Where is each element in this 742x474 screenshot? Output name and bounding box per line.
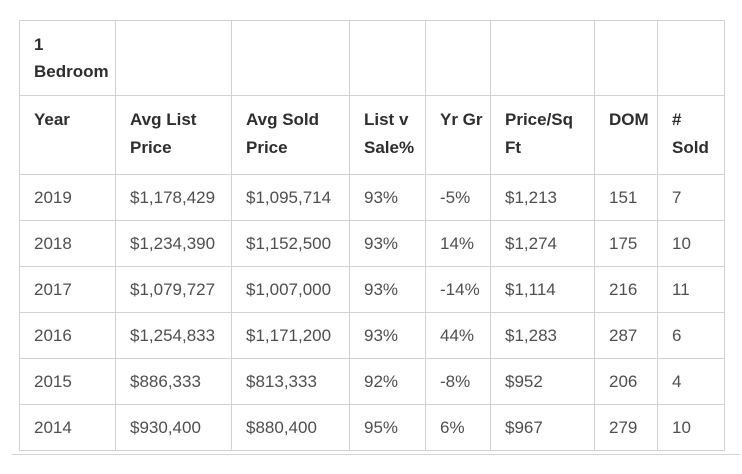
cell-year: 2016 — [19, 312, 116, 360]
cell-list-v-sale: 93% — [349, 312, 426, 360]
cell-price-sq-ft: $1,283 — [490, 312, 595, 360]
cell-price-sq-ft: $967 — [490, 404, 595, 452]
spacer-cell — [594, 19, 658, 97]
cell-dom: 151 — [594, 174, 658, 222]
cell-avg-sold-price: $1,152,500 — [231, 220, 350, 268]
column-header-list-v-sale: List v Sale% — [349, 95, 426, 176]
cell-list-v-sale: 93% — [349, 174, 426, 222]
cell-num-sold: 10 — [657, 220, 725, 268]
cell-dom: 216 — [594, 266, 658, 314]
cell-yr-gr: -14% — [425, 266, 491, 314]
spacer-cell — [490, 19, 595, 97]
table-row-2017: 2017 $1,079,727 $1,007,000 93% -14% $1,1… — [19, 266, 725, 314]
table-title: 1 Bedroom — [19, 19, 116, 97]
cell-yr-gr: -8% — [425, 358, 491, 406]
cell-dom: 175 — [594, 220, 658, 268]
column-header-avg-list-price: Avg List Price — [115, 95, 232, 176]
cell-dom: 206 — [594, 358, 658, 406]
cell-avg-list-price: $886,333 — [115, 358, 232, 406]
column-header-yr-gr: Yr Gr — [425, 95, 491, 176]
cell-yr-gr: -5% — [425, 174, 491, 222]
cell-list-v-sale: 93% — [349, 220, 426, 268]
cell-yr-gr: 44% — [425, 312, 491, 360]
cell-avg-list-price: $1,234,390 — [115, 220, 232, 268]
cell-avg-sold-price: $813,333 — [231, 358, 350, 406]
cell-avg-sold-price: $1,171,200 — [231, 312, 350, 360]
cell-num-sold: 4 — [657, 358, 725, 406]
spacer-cell — [349, 19, 426, 97]
cell-num-sold: 7 — [657, 174, 725, 222]
cell-dom: 287 — [594, 312, 658, 360]
cell-yr-gr: 14% — [425, 220, 491, 268]
cell-year: 2018 — [19, 220, 116, 268]
cell-avg-list-price: $1,254,833 — [115, 312, 232, 360]
cell-avg-sold-price: $1,007,000 — [231, 266, 350, 314]
cell-year: 2015 — [19, 358, 116, 406]
cell-year: 2019 — [19, 174, 116, 222]
cell-num-sold: 11 — [657, 266, 725, 314]
table-header-row: Year Avg List Price Avg Sold Price List … — [19, 95, 725, 176]
bedroom-stats-table: 1 Bedroom Year Avg List Price Avg Sold P… — [19, 19, 725, 452]
table-row-2018: 2018 $1,234,390 $1,152,500 93% 14% $1,27… — [19, 220, 725, 268]
column-header-avg-sold-price: Avg Sold Price — [231, 95, 350, 176]
cell-price-sq-ft: $952 — [490, 358, 595, 406]
cell-list-v-sale: 92% — [349, 358, 426, 406]
cell-num-sold: 6 — [657, 312, 725, 360]
cell-avg-list-price: $930,400 — [115, 404, 232, 452]
cell-year: 2014 — [19, 404, 116, 452]
cell-num-sold: 10 — [657, 404, 725, 452]
cell-avg-sold-price: $880,400 — [231, 404, 350, 452]
cell-avg-sold-price: $1,095,714 — [231, 174, 350, 222]
table-row-2015: 2015 $886,333 $813,333 92% -8% $952 206 … — [19, 358, 725, 406]
cell-year: 2017 — [19, 266, 116, 314]
column-header-year: Year — [19, 95, 116, 176]
spacer-cell — [115, 19, 232, 97]
table-row-2016: 2016 $1,254,833 $1,171,200 93% 44% $1,28… — [19, 312, 725, 360]
cell-avg-list-price: $1,079,727 — [115, 266, 232, 314]
table-container: 1 Bedroom Year Avg List Price Avg Sold P… — [12, 0, 740, 456]
cell-price-sq-ft: $1,213 — [490, 174, 595, 222]
column-header-price-sq-ft: Price/Sq Ft — [490, 95, 595, 176]
spacer-cell — [657, 19, 725, 97]
cell-dom: 279 — [594, 404, 658, 452]
cell-price-sq-ft: $1,114 — [490, 266, 595, 314]
spacer-cell — [425, 19, 491, 97]
cell-list-v-sale: 93% — [349, 266, 426, 314]
cell-avg-list-price: $1,178,429 — [115, 174, 232, 222]
cell-price-sq-ft: $1,274 — [490, 220, 595, 268]
table-row-2014: 2014 $930,400 $880,400 95% 6% $967 279 1… — [19, 404, 725, 452]
table-title-row: 1 Bedroom — [19, 19, 725, 97]
table-row-2019: 2019 $1,178,429 $1,095,714 93% -5% $1,21… — [19, 174, 725, 222]
cell-yr-gr: 6% — [425, 404, 491, 452]
cell-list-v-sale: 95% — [349, 404, 426, 452]
column-header-dom: DOM — [594, 95, 658, 176]
spacer-cell — [231, 19, 350, 97]
column-header-num-sold: # Sold — [657, 95, 725, 176]
